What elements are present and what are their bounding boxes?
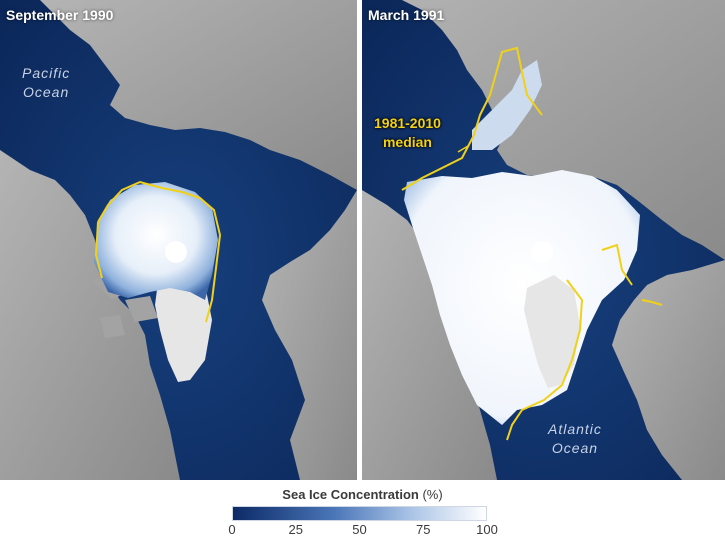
- map-september-1990: September 1990 Pacific Ocean: [0, 0, 357, 480]
- median-label-line2: median: [382, 134, 432, 150]
- panel-title-left: September 1990: [6, 7, 114, 23]
- map-march-1991-graphic: [362, 0, 725, 480]
- legend-tick: 75: [416, 522, 431, 537]
- map-september-1990-graphic: [0, 0, 357, 480]
- atlantic-ocean-label-line1: Atlantic: [548, 421, 602, 437]
- legend-tick: 25: [288, 522, 303, 537]
- pacific-ocean-label-line2: Ocean: [22, 84, 70, 100]
- median-label-line1: 1981-2010: [374, 115, 441, 131]
- pacific-ocean-label: Pacific Ocean: [22, 64, 70, 102]
- legend-unit: (%): [422, 487, 443, 502]
- legend-tick: 50: [352, 522, 367, 537]
- legend: Sea Ice Concentration (%) 0 25 50 75 100: [0, 480, 725, 550]
- atlantic-ocean-label-line2: Ocean: [551, 440, 599, 456]
- map-march-1991: March 1991 1981-2010 median Atlantic Oce…: [362, 0, 725, 480]
- panel-title-right: March 1991: [368, 7, 445, 23]
- pacific-ocean-label-line1: Pacific: [22, 65, 71, 81]
- legend-color-bar: [232, 506, 487, 521]
- legend-tick: 100: [476, 522, 498, 537]
- legend-title: Sea Ice Concentration (%): [0, 487, 725, 502]
- legend-tick: 0: [228, 522, 236, 537]
- atlantic-ocean-label: Atlantic Ocean: [548, 420, 602, 458]
- median-label: 1981-2010 median: [374, 114, 441, 152]
- legend-title-text: Sea Ice Concentration: [282, 487, 419, 502]
